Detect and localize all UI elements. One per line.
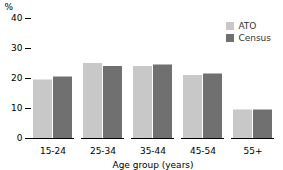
svg-text:55+: 55+ [244, 146, 263, 156]
html-text:Census: Census [238, 33, 271, 43]
svg-text:25-34: 25-34 [90, 146, 116, 156]
svg-text:10: 10 [11, 103, 23, 113]
svg-text:0: 0 [17, 133, 23, 143]
svg-text:40: 40 [11, 13, 23, 23]
svg-text:15-24: 15-24 [40, 146, 66, 156]
svg-text:20: 20 [11, 73, 23, 83]
html-text:ATO: ATO [238, 21, 257, 31]
svg-text:30: 30 [11, 43, 23, 53]
svg-text:35-44: 35-44 [140, 146, 166, 156]
svg-text:45-54: 45-54 [190, 146, 216, 156]
svg-text:Age group (years): Age group (years) [112, 160, 193, 170]
svg-text:%: % [5, 2, 14, 12]
